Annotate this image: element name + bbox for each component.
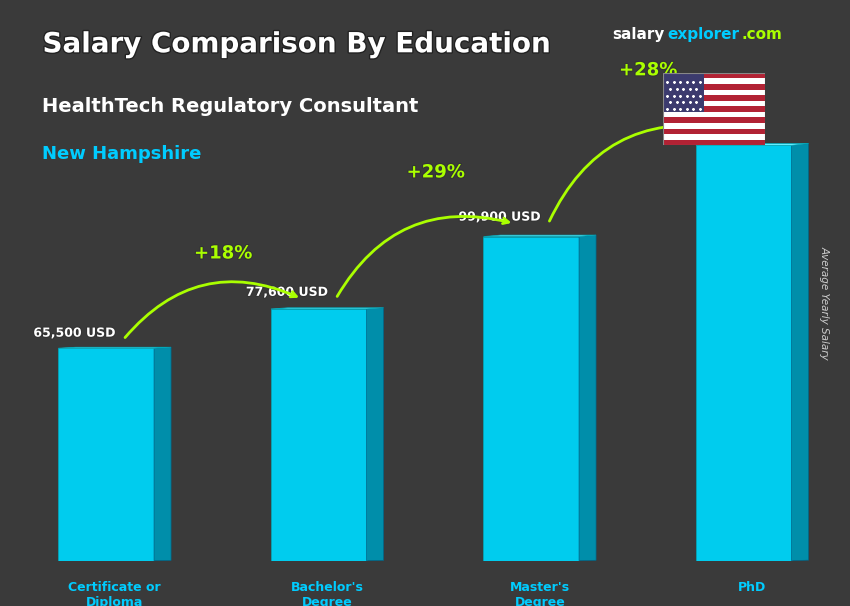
Polygon shape: [696, 144, 808, 145]
Text: HealthTech Regulatory Consultant: HealthTech Regulatory Consultant: [42, 97, 419, 116]
Polygon shape: [484, 235, 596, 236]
Text: Salary Comparison By Education: Salary Comparison By Education: [42, 30, 551, 58]
Text: +28%: +28%: [619, 61, 677, 79]
Text: PhD: PhD: [738, 582, 767, 594]
Polygon shape: [579, 235, 596, 561]
Bar: [663, 101, 765, 106]
Text: salary: salary: [612, 27, 665, 42]
Bar: [663, 95, 765, 101]
Polygon shape: [484, 236, 579, 561]
Text: 128,000 USD: 128,000 USD: [666, 116, 757, 128]
Bar: [663, 78, 765, 84]
Polygon shape: [59, 347, 171, 348]
Polygon shape: [271, 309, 366, 561]
Polygon shape: [271, 308, 383, 309]
Text: 99,900 USD: 99,900 USD: [458, 211, 541, 224]
Bar: [663, 123, 765, 128]
Polygon shape: [791, 144, 808, 561]
Bar: [663, 73, 765, 78]
Text: 77,600 USD: 77,600 USD: [246, 286, 328, 299]
Text: Master's
Degree: Master's Degree: [510, 582, 570, 606]
Bar: [663, 112, 765, 118]
Text: +18%: +18%: [194, 244, 252, 262]
Text: explorer: explorer: [667, 27, 740, 42]
Text: New Hampshire: New Hampshire: [42, 145, 202, 164]
Bar: [663, 135, 765, 140]
Text: +29%: +29%: [406, 164, 465, 181]
Bar: [663, 73, 704, 112]
Text: .com: .com: [741, 27, 782, 42]
Polygon shape: [154, 347, 171, 561]
Bar: [663, 106, 765, 112]
Bar: [663, 140, 765, 145]
Text: 65,500 USD: 65,500 USD: [33, 327, 116, 340]
Text: Average Yearly Salary: Average Yearly Salary: [819, 246, 830, 360]
Text: Certificate or
Diploma: Certificate or Diploma: [69, 582, 161, 606]
Bar: [663, 128, 765, 135]
Bar: [663, 84, 765, 90]
Text: Bachelor's
Degree: Bachelor's Degree: [291, 582, 364, 606]
Bar: [663, 90, 765, 95]
Polygon shape: [59, 348, 154, 561]
Polygon shape: [696, 145, 791, 561]
Bar: [663, 118, 765, 123]
Polygon shape: [366, 308, 383, 561]
